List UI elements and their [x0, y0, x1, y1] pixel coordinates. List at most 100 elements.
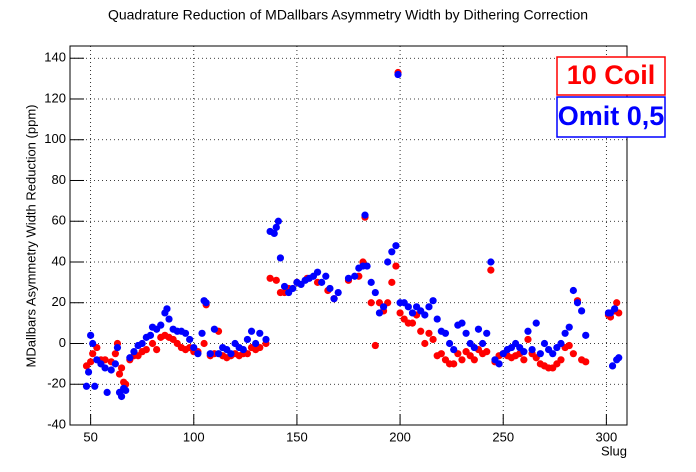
point	[190, 343, 198, 352]
point	[540, 339, 549, 348]
point	[524, 335, 532, 344]
y-tick-label: 60	[52, 213, 66, 228]
point	[536, 350, 544, 358]
point	[450, 346, 458, 354]
point	[115, 370, 124, 378]
point	[186, 335, 194, 344]
y-tick-label: 80	[52, 172, 66, 187]
point	[532, 319, 540, 327]
point	[289, 284, 297, 293]
point	[408, 309, 417, 317]
point	[384, 258, 392, 266]
y-tick-label: -40	[47, 416, 66, 431]
point	[274, 217, 282, 225]
point	[148, 339, 157, 348]
legend-box	[556, 56, 666, 96]
point	[557, 356, 565, 364]
point	[458, 356, 466, 364]
point	[520, 356, 528, 364]
point	[163, 305, 171, 313]
point	[408, 319, 417, 327]
point	[113, 343, 122, 352]
point	[549, 350, 557, 358]
point	[528, 346, 536, 354]
point	[87, 331, 95, 339]
point	[262, 335, 270, 344]
point	[429, 335, 437, 344]
point	[613, 299, 621, 307]
point	[146, 331, 155, 339]
point	[462, 329, 470, 337]
point	[388, 248, 396, 256]
point	[396, 309, 404, 317]
point	[569, 350, 577, 358]
point	[425, 329, 433, 337]
point	[202, 299, 210, 307]
point	[437, 350, 445, 358]
point	[200, 339, 208, 348]
point	[138, 339, 146, 348]
point	[126, 354, 134, 362]
point	[334, 288, 342, 297]
point	[582, 331, 590, 339]
point	[87, 358, 95, 366]
point	[111, 360, 119, 368]
point	[483, 348, 491, 356]
plot-frame	[69, 45, 628, 426]
point	[344, 274, 353, 282]
point	[404, 303, 412, 311]
x-axis-label: Slug	[601, 443, 627, 458]
point	[565, 341, 573, 350]
y-tick-label: 100	[44, 131, 66, 146]
point	[206, 350, 214, 358]
y-tick-label: 20	[52, 294, 66, 309]
point	[367, 299, 375, 307]
point	[330, 295, 338, 303]
point	[371, 341, 379, 350]
point	[318, 278, 326, 286]
point	[561, 329, 569, 337]
point	[417, 327, 425, 335]
point	[371, 288, 379, 297]
point	[227, 350, 235, 358]
point	[142, 346, 150, 354]
point	[425, 303, 433, 311]
point	[84, 368, 93, 376]
point	[351, 272, 359, 280]
point	[89, 339, 97, 348]
point	[569, 286, 577, 295]
legend-label: Omit 0,5	[558, 101, 665, 131]
point	[117, 392, 126, 401]
point	[276, 254, 285, 262]
x-tick-label: 200	[389, 429, 411, 444]
point	[153, 346, 161, 354]
point	[611, 305, 619, 313]
point	[256, 329, 264, 337]
point	[117, 364, 126, 372]
point	[165, 315, 173, 323]
point	[198, 329, 206, 337]
point	[615, 354, 623, 362]
point	[478, 339, 487, 348]
point	[194, 350, 202, 358]
point	[243, 335, 252, 344]
y-axis-label: MDallbars Asymmetry Width Reduction (ppm…	[23, 105, 38, 368]
point	[470, 343, 478, 352]
point	[375, 309, 384, 317]
point	[361, 211, 369, 219]
point	[91, 382, 99, 390]
y-tick-label: 140	[44, 50, 66, 65]
legend-box	[556, 96, 666, 138]
point	[458, 319, 466, 327]
point	[474, 325, 483, 333]
point	[272, 276, 280, 284]
point	[450, 360, 458, 368]
chart-title: Quadrature Reduction of MDallbars Asymme…	[108, 7, 588, 23]
point	[210, 325, 219, 333]
point	[239, 346, 247, 354]
point	[487, 266, 495, 274]
point	[445, 339, 454, 348]
point	[394, 70, 402, 79]
point	[379, 303, 388, 311]
y-tick-label: 40	[52, 253, 66, 268]
